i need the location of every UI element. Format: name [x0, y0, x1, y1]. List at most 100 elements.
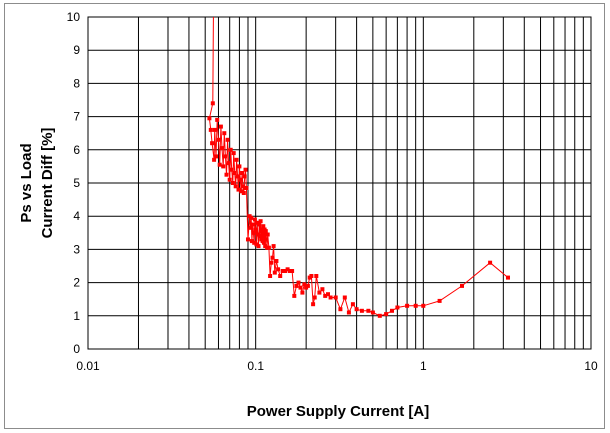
data-point — [359, 308, 364, 313]
x-tick-label: 0.1 — [247, 359, 264, 373]
data-point — [488, 260, 493, 265]
data-point — [271, 244, 276, 249]
data-point — [258, 219, 263, 224]
data-point — [208, 127, 213, 132]
data-point — [249, 239, 254, 244]
data-point — [252, 217, 257, 222]
data-point — [342, 295, 347, 300]
data-point — [216, 137, 221, 142]
data-point — [241, 191, 246, 195]
data-point — [285, 267, 290, 272]
data-point — [221, 164, 226, 169]
data-point — [250, 222, 255, 227]
data-point — [238, 177, 243, 182]
data-point — [323, 293, 328, 298]
y-tick-label: 2 — [73, 276, 80, 290]
y-tick-label: 9 — [73, 43, 80, 57]
data-point — [257, 222, 262, 227]
data-point — [270, 255, 275, 260]
data-point — [241, 184, 245, 189]
data-point — [314, 274, 319, 278]
data-point — [236, 187, 241, 192]
data-point — [384, 312, 389, 317]
data-point — [265, 232, 270, 237]
data-point — [246, 237, 250, 242]
y-axis-title-line-1: Ps vs Load — [18, 143, 35, 222]
x-tick-label: 10 — [584, 359, 598, 373]
y-tick-label: 7 — [73, 110, 80, 124]
data-point — [252, 240, 257, 245]
data-point — [244, 186, 249, 190]
data-point — [255, 220, 260, 225]
data-point — [237, 164, 242, 169]
data-point — [223, 154, 228, 159]
data-point — [346, 310, 351, 315]
data-point — [274, 259, 279, 263]
data-point — [259, 227, 264, 232]
data-point — [395, 305, 400, 310]
x-tick-label: 1 — [420, 359, 427, 373]
data-point — [354, 307, 359, 312]
data-point — [311, 302, 316, 307]
data-point — [251, 230, 256, 235]
data-point — [269, 260, 274, 265]
data-point — [253, 227, 258, 232]
data-point — [263, 229, 268, 234]
y-tick-label: 4 — [73, 209, 80, 223]
data-point — [366, 308, 371, 313]
data-point — [229, 167, 234, 172]
data-point — [254, 242, 259, 247]
data-point — [460, 283, 464, 288]
data-point — [287, 269, 292, 273]
data-point — [248, 225, 253, 230]
data-point — [212, 127, 217, 132]
data-point — [240, 171, 245, 175]
data-point — [225, 137, 230, 142]
data-point — [243, 167, 248, 172]
data-point — [231, 151, 236, 156]
data-point — [232, 171, 237, 175]
data-point — [290, 269, 295, 273]
data-point — [214, 154, 218, 159]
tick-labels: 0 1 2 3 4 5 6 7 8 9 10 0.01 0.1 1 10 — [67, 10, 598, 373]
data-point — [228, 147, 233, 152]
data-point — [276, 267, 281, 272]
data-point — [222, 131, 227, 136]
data-point — [239, 189, 244, 194]
data-point — [218, 124, 223, 129]
data-point — [326, 292, 330, 297]
y-tick-label: 0 — [73, 342, 80, 356]
data-point — [261, 240, 266, 245]
data-point — [370, 310, 375, 315]
data-point — [220, 146, 224, 151]
data-point — [264, 237, 269, 242]
data-point — [249, 215, 254, 220]
data-point — [302, 282, 307, 287]
data-point — [292, 293, 297, 298]
data-point — [210, 141, 215, 146]
data-point — [207, 116, 212, 121]
y-tick-label: 10 — [67, 10, 81, 24]
data-point — [413, 303, 418, 308]
data-point — [338, 307, 343, 312]
y-tick-label: 1 — [73, 309, 80, 323]
data-point — [210, 101, 215, 106]
data-point — [298, 285, 303, 290]
y-tick-label: 6 — [73, 143, 80, 157]
data-point — [294, 283, 299, 288]
data-point — [226, 161, 231, 166]
data-point — [300, 290, 305, 295]
data-point — [305, 283, 310, 288]
data-point — [235, 174, 240, 179]
data-point — [215, 117, 220, 122]
data-point — [230, 181, 235, 185]
data-point — [350, 302, 355, 307]
data-point — [261, 224, 266, 229]
data-point — [390, 308, 394, 313]
data-point — [272, 270, 277, 275]
data-point — [333, 295, 338, 300]
data-point — [212, 157, 217, 162]
data-point — [283, 269, 288, 273]
data-point — [217, 162, 222, 167]
